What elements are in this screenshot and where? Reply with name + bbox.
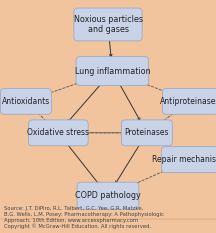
FancyBboxPatch shape bbox=[29, 120, 88, 146]
Text: COPD pathology: COPD pathology bbox=[75, 191, 141, 200]
Text: Antiproteinases: Antiproteinases bbox=[160, 97, 216, 106]
FancyBboxPatch shape bbox=[162, 89, 216, 114]
Text: Source: J.T. DiPiro, R.L. Talbert, G.C. Yee, G.R. Matzke,
B.G. Wells, L.M. Posey: Source: J.T. DiPiro, R.L. Talbert, G.C. … bbox=[4, 206, 164, 229]
FancyBboxPatch shape bbox=[0, 89, 51, 114]
FancyBboxPatch shape bbox=[76, 57, 149, 86]
FancyBboxPatch shape bbox=[121, 120, 172, 146]
FancyBboxPatch shape bbox=[74, 8, 142, 41]
Text: Lung inflammation: Lung inflammation bbox=[75, 67, 150, 75]
Text: Repair mechanisms: Repair mechanisms bbox=[152, 155, 216, 164]
Text: Proteinases: Proteinases bbox=[125, 128, 169, 137]
FancyBboxPatch shape bbox=[161, 147, 216, 172]
Text: Oxidative stress: Oxidative stress bbox=[27, 128, 89, 137]
Text: Antioxidants: Antioxidants bbox=[2, 97, 50, 106]
FancyBboxPatch shape bbox=[0, 0, 216, 219]
Text: Noxious particles
and gases: Noxious particles and gases bbox=[73, 15, 143, 34]
FancyBboxPatch shape bbox=[77, 182, 139, 209]
